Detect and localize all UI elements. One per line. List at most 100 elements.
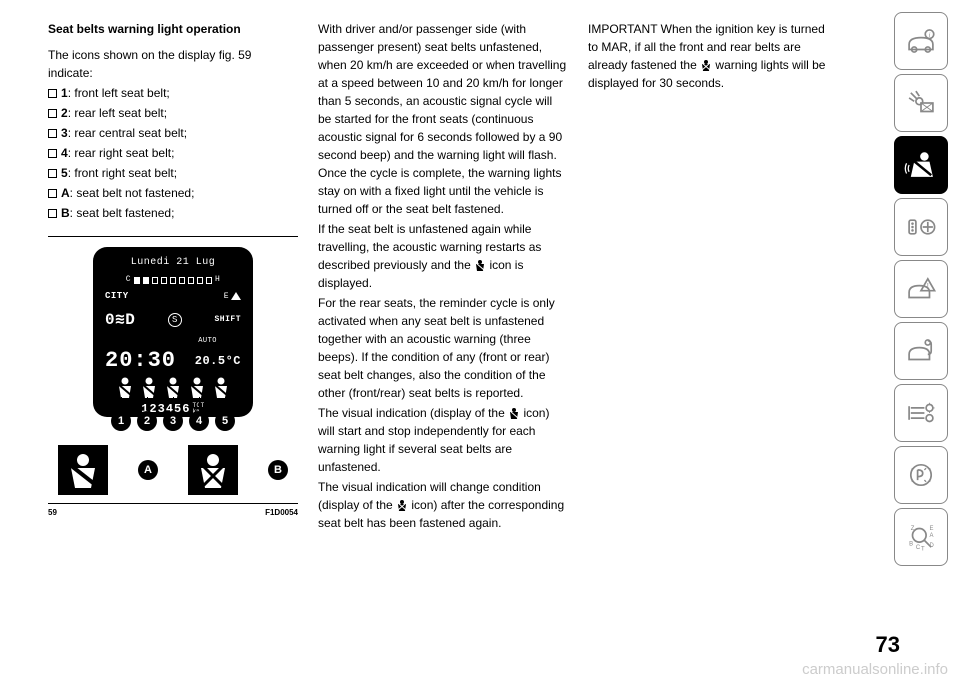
seat-icon — [187, 376, 207, 400]
bullet-icon — [48, 189, 57, 198]
gauge-c: C — [126, 274, 131, 286]
figure-code: F1D0054 — [265, 507, 298, 519]
gear-row: 0≋D S SHIFT — [99, 308, 247, 332]
tab-maintenance[interactable] — [894, 322, 948, 380]
svg-text:D: D — [930, 543, 934, 549]
column-1: Seat belts warning light operation The i… — [48, 20, 298, 534]
display-temp: 20.5°C — [195, 352, 241, 370]
auto-row: AUTO — [99, 336, 247, 347]
seat-icon — [211, 376, 231, 400]
item-num: B — [61, 206, 70, 220]
column-3: IMPORTANT When the ignition key is turne… — [588, 20, 838, 534]
tab-multimedia[interactable] — [894, 446, 948, 504]
list-item: B: seat belt fastened; — [48, 204, 298, 222]
bullet-icon — [48, 209, 57, 218]
list-item: 4: rear right seat belt; — [48, 144, 298, 162]
callout-1: 1 — [111, 411, 131, 431]
paragraph: IMPORTANT When the ignition key is turne… — [588, 20, 838, 92]
svg-text:A: A — [930, 533, 934, 539]
list-item: A: seat belt not fastened; — [48, 184, 298, 202]
bullet-icon — [48, 149, 57, 158]
paragraph: For the rear seats, the reminder cycle i… — [318, 294, 568, 402]
auto-label: AUTO — [198, 336, 217, 347]
item-text: : front right seat belt; — [68, 166, 177, 180]
sidebar-tabs: i ! ZEBACDT — [894, 12, 948, 566]
icon-b-box — [188, 445, 238, 495]
svg-text:E: E — [930, 526, 934, 532]
icon-a-box — [58, 445, 108, 495]
seatbelt-inline-icon — [396, 498, 408, 510]
item-num: A — [61, 186, 70, 200]
bullet-icon — [48, 169, 57, 178]
seatbelt-unfastened-icon — [63, 450, 103, 490]
ab-icons-row: A B — [48, 445, 298, 495]
figure-caption: 59 F1D0054 — [48, 503, 298, 519]
list-item: 3: rear central seat belt; — [48, 124, 298, 142]
item-num: 2 — [61, 106, 68, 120]
mode-row: CITY E — [99, 290, 247, 304]
shift-label: SHIFT — [214, 314, 241, 326]
callout-3: 3 — [163, 411, 183, 431]
callout-2: 2 — [137, 411, 157, 431]
tab-warning[interactable]: ! — [894, 260, 948, 318]
display-date: Lunedi 21 Lug — [99, 255, 247, 270]
temp-gauge: C H — [99, 274, 247, 286]
headlight: D — [125, 311, 135, 329]
callout-5: 5 — [215, 411, 235, 431]
bullet-icon — [48, 89, 57, 98]
seatbelt-inline-icon — [508, 406, 520, 418]
list-item: 1: front left seat belt; — [48, 84, 298, 102]
paragraph: If the seat belt is unfastened again whi… — [318, 220, 568, 292]
tab-safety[interactable] — [894, 136, 948, 194]
item-text: : rear right seat belt; — [68, 146, 175, 160]
item-text: : front left seat belt; — [68, 86, 170, 100]
paragraph: The visual indication (display of the ic… — [318, 404, 568, 476]
city-label: CITY — [105, 290, 129, 304]
seat-icon — [139, 376, 159, 400]
e-label: E — [224, 291, 229, 303]
page-number: 73 — [876, 632, 900, 658]
item-num: 3 — [61, 126, 68, 140]
dashboard-display: Lunedi 21 Lug C H CITY E 0≋D S SHIFT — [93, 247, 253, 417]
text-span: The visual indication (display of the — [318, 406, 508, 420]
tab-lights[interactable] — [894, 74, 948, 132]
seatbelt-inline-icon — [700, 58, 712, 70]
callout-4: 4 — [189, 411, 209, 431]
item-text: : seat belt fastened; — [70, 206, 175, 220]
intro-text: The icons shown on the display fig. 59 i… — [48, 46, 298, 82]
paragraph: The visual indication will change condit… — [318, 478, 568, 532]
tab-vehicle-info[interactable]: i — [894, 12, 948, 70]
item-num: 4 — [61, 146, 68, 160]
s-circle: S — [168, 313, 182, 327]
section-heading: Seat belts warning light operation — [48, 20, 298, 38]
svg-text:T: T — [921, 547, 925, 553]
page-content: Seat belts warning light operation The i… — [0, 0, 960, 534]
svg-text:Z: Z — [911, 526, 915, 532]
paragraph: With driver and/or passenger side (with … — [318, 20, 568, 218]
item-num: 5 — [61, 166, 68, 180]
svg-text:B: B — [909, 542, 913, 548]
gauge-h: H — [215, 274, 220, 286]
tab-starting[interactable] — [894, 198, 948, 256]
item-text: : rear left seat belt; — [68, 106, 167, 120]
bullet-icon — [48, 109, 57, 118]
figure-callouts: 1 2 3 4 5 — [48, 411, 298, 431]
gear-num: 0 — [105, 311, 115, 329]
item-text: : seat belt not fastened; — [70, 186, 195, 200]
figure-59: Lunedi 21 Lug C H CITY E 0≋D S SHIFT — [48, 236, 298, 519]
figure-number: 59 — [48, 507, 57, 519]
tab-index[interactable]: ZEBACDT — [894, 508, 948, 566]
list-item: 5: front right seat belt; — [48, 164, 298, 182]
svg-text:!: ! — [927, 281, 929, 290]
shift-up-icon — [231, 292, 241, 302]
label-a: A — [138, 460, 158, 480]
seatbelt-fastened-icon — [193, 450, 233, 490]
list-item: 2: rear left seat belt; — [48, 104, 298, 122]
watermark: carmanualsonline.info — [802, 661, 948, 678]
bullet-icon — [48, 129, 57, 138]
label-b: B — [268, 460, 288, 480]
column-2: With driver and/or passenger side (with … — [318, 20, 568, 534]
tab-settings[interactable] — [894, 384, 948, 442]
item-text: : rear central seat belt; — [68, 126, 187, 140]
item-num: 1 — [61, 86, 68, 100]
